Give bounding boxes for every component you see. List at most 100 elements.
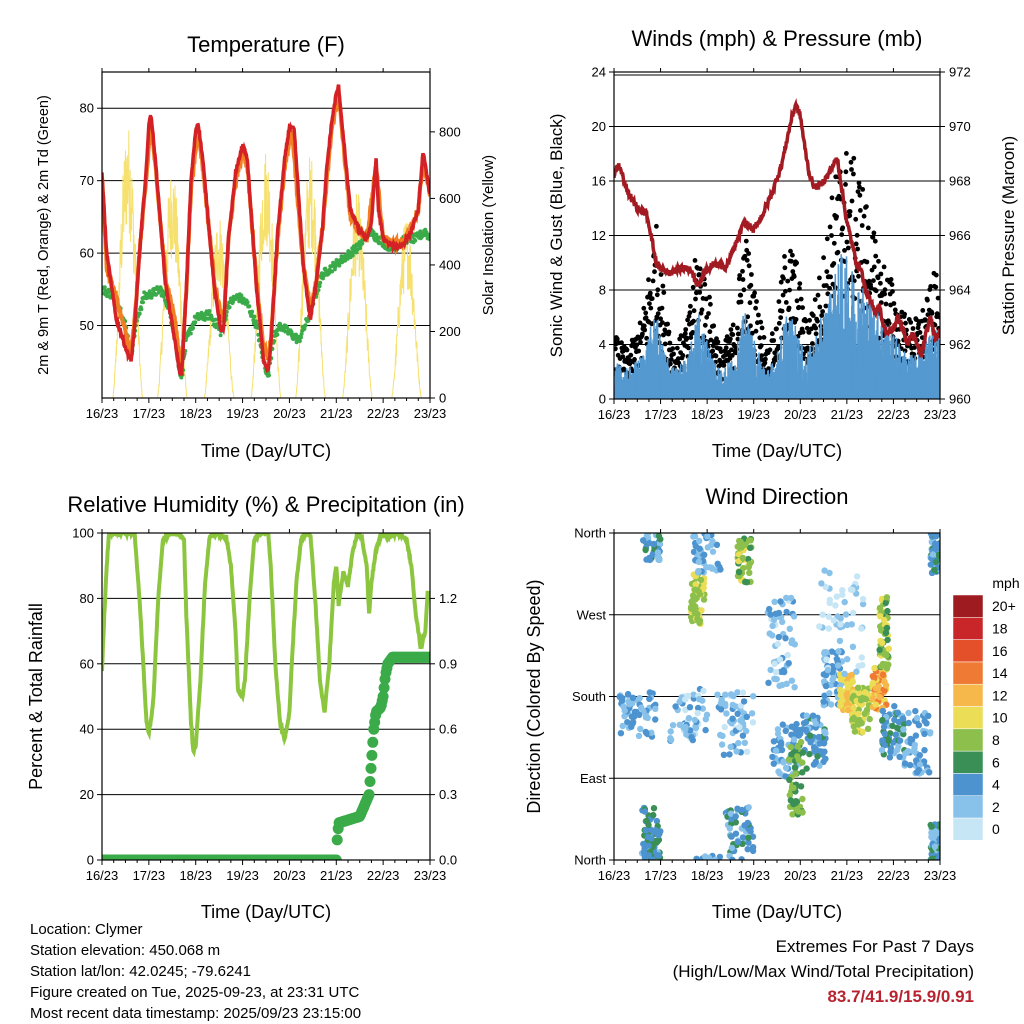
dewpoint-point — [102, 285, 107, 290]
y-tick-label: 0 — [87, 853, 94, 868]
chart-title: Winds (mph) & Pressure (mb) — [632, 26, 923, 51]
gust-point — [662, 341, 668, 347]
dewpoint-point — [231, 299, 235, 304]
gust-point — [735, 325, 740, 331]
gust-point — [871, 278, 876, 283]
dewpoint-point — [161, 294, 166, 299]
gust-point — [702, 322, 708, 328]
gust-point — [871, 264, 877, 270]
wind-direction-point — [876, 646, 883, 654]
wind-direction-point — [792, 725, 799, 733]
x-tick-label: 16/23 — [86, 406, 119, 421]
dewpoint-point — [299, 335, 303, 340]
gust-point — [878, 280, 883, 286]
wind-direction-point — [746, 569, 753, 576]
colorbar-swatch — [952, 594, 984, 618]
wind-direction-point — [772, 610, 779, 617]
plot-area — [614, 98, 940, 399]
dewpoint-point — [371, 230, 376, 235]
wind-direction-point — [797, 738, 805, 746]
gust-point — [686, 345, 691, 351]
x-axis-label: Time (Day/UTC) — [712, 902, 842, 922]
wind-direction-point — [861, 689, 869, 696]
wind-direction-point — [776, 682, 783, 689]
gust-point — [671, 351, 676, 357]
gust-point — [718, 349, 724, 354]
gust-point — [882, 291, 887, 297]
gust-point — [813, 331, 819, 337]
wind-direction-point — [892, 731, 899, 738]
y2-tick-label: 970 — [949, 119, 971, 134]
wind-direction-point — [743, 579, 751, 586]
wind-direction-point — [927, 561, 934, 568]
dewpoint-point — [188, 331, 193, 336]
wind-direction-point — [750, 693, 757, 700]
wind-direction-point — [716, 853, 724, 860]
x-tick-label: 16/23 — [598, 868, 631, 883]
gust-point — [628, 352, 634, 358]
dewpoint-point — [227, 305, 232, 310]
gust-point — [730, 332, 736, 337]
wind-direction-point — [739, 732, 747, 739]
wind-direction-point — [645, 852, 653, 859]
wind-direction-point — [736, 723, 743, 731]
gust-point — [780, 292, 786, 298]
gust-point — [872, 238, 878, 244]
wind-direction-point — [812, 745, 819, 752]
wind-direction-point — [886, 754, 894, 761]
gust-point — [815, 292, 821, 298]
plot-area — [102, 533, 430, 860]
wind-direction-point — [882, 629, 890, 636]
gust-point — [758, 319, 764, 325]
wind-direction-point — [720, 751, 728, 758]
wind-direction-point — [774, 726, 782, 733]
wind-direction-point — [645, 533, 652, 537]
wind-direction-point — [774, 730, 782, 737]
colorbar-swatch — [952, 683, 984, 707]
wind-direction-point — [728, 833, 735, 840]
wind-direction-point — [726, 825, 733, 832]
y-tick-label: West — [577, 607, 607, 622]
gust-point — [933, 272, 939, 278]
wind-direction-point — [896, 737, 904, 744]
wind-direction-point — [769, 753, 776, 761]
wind-direction-point — [726, 751, 733, 758]
wind-direction-point — [744, 846, 751, 853]
x-tick-label: 23/23 — [924, 868, 957, 883]
wind-direction-point — [676, 721, 683, 728]
gust-point — [696, 272, 702, 277]
gust-point — [791, 274, 797, 279]
wind-direction-point — [743, 713, 750, 720]
gust-point — [647, 301, 652, 306]
wind-direction-point — [855, 689, 863, 697]
gust-point — [847, 213, 853, 219]
gust-point — [634, 342, 640, 348]
wind-direction-point — [740, 565, 747, 572]
wind-direction-point — [701, 551, 708, 558]
wind-direction-point — [851, 714, 858, 721]
wind-direction-point — [905, 719, 912, 727]
colorbar-label: 20+ — [992, 598, 1016, 614]
wind-direction-point — [884, 607, 891, 615]
dewpoint-point — [193, 320, 198, 325]
wind-direction-point — [896, 753, 903, 760]
wind-direction-point — [821, 567, 828, 574]
gust-point — [688, 335, 694, 340]
wind-direction-point — [709, 537, 716, 545]
wind-direction-point — [929, 551, 937, 558]
gust-point — [794, 260, 799, 266]
gust-point — [854, 232, 860, 238]
wind-direction-point — [881, 651, 888, 658]
wind-direction-point — [806, 750, 813, 758]
gust-point — [785, 278, 791, 284]
wind-direction-point — [646, 539, 653, 547]
gust-point — [886, 320, 892, 326]
gust-point — [759, 353, 764, 358]
gust-point — [685, 317, 690, 323]
dewpoint-point — [245, 300, 250, 305]
wind-direction-point — [786, 625, 793, 632]
wind-direction-point — [745, 834, 752, 841]
wind-direction-point — [650, 811, 657, 819]
gust-point — [870, 234, 876, 240]
